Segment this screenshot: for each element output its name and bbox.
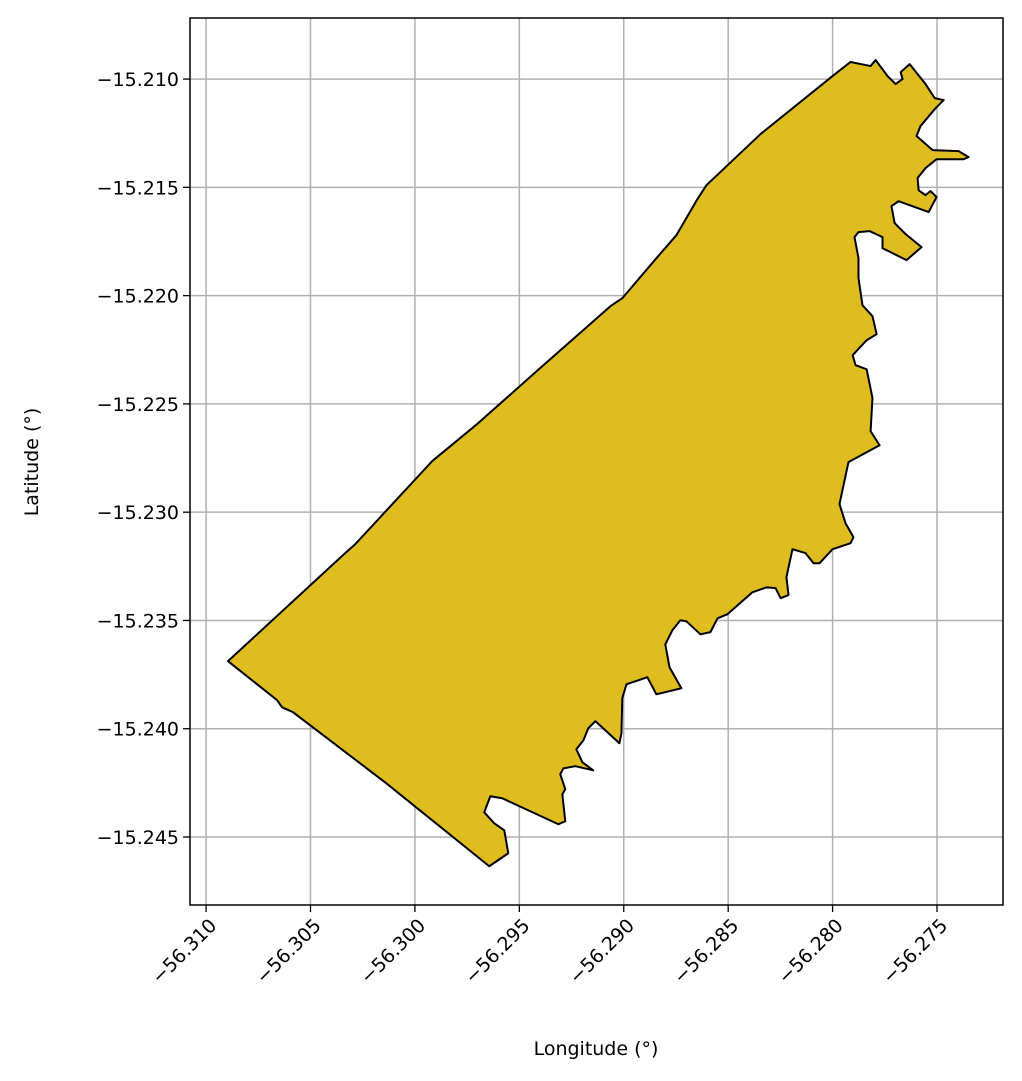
y-tick-label: −15.210 xyxy=(97,69,179,91)
plot-frame xyxy=(189,17,1004,906)
x-tick-label: −56.295 xyxy=(461,915,535,989)
y-tick-label: −15.235 xyxy=(97,610,179,632)
x-tick-label: −56.305 xyxy=(252,915,326,989)
y-tick-label: −15.215 xyxy=(97,177,179,199)
y-tick-label: −15.240 xyxy=(97,719,179,741)
data-layer xyxy=(227,59,970,868)
x-tick-label: −56.285 xyxy=(670,915,744,989)
x-tick-label: −56.275 xyxy=(878,915,952,989)
y-tick-label: −15.245 xyxy=(97,827,179,849)
x-axis-label: Longitude (°) xyxy=(534,1038,659,1060)
y-axis-label: Latitude (°) xyxy=(21,408,43,517)
x-tick-label: −56.290 xyxy=(565,915,639,989)
region-polygon xyxy=(227,59,970,868)
x-tick-label: −56.310 xyxy=(147,915,221,989)
y-tick-label: −15.220 xyxy=(97,286,179,308)
x-tick-label: −56.300 xyxy=(356,915,430,989)
y-tick-label: −15.230 xyxy=(97,502,179,524)
y-tick-label: −15.225 xyxy=(97,394,179,416)
x-tick-label: −56.280 xyxy=(774,915,848,989)
